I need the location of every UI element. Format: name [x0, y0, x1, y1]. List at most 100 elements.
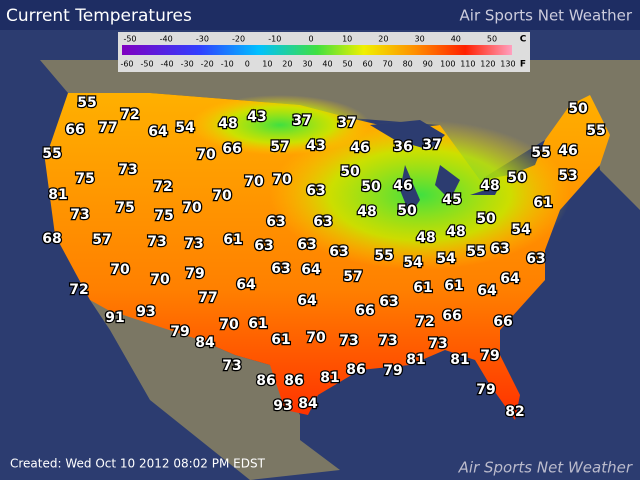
- temperature: 63: [490, 241, 509, 257]
- temperature: 73: [147, 234, 166, 250]
- unit-f: F: [520, 60, 526, 70]
- temperature: 79: [185, 266, 204, 282]
- celsius-tick: 50: [487, 35, 497, 44]
- temperature: 63: [313, 214, 332, 230]
- temperature: 50: [361, 179, 381, 195]
- watermark: Air Sports Net Weather: [458, 459, 633, 477]
- temperature: 81: [320, 370, 339, 386]
- temperature: 54: [511, 222, 531, 238]
- temperature: 72: [69, 282, 88, 298]
- temperature: 73: [184, 236, 203, 252]
- temperature: 50: [476, 211, 496, 227]
- fahrenheit-tick: -20: [201, 60, 214, 69]
- mexico: [90, 300, 340, 480]
- temperature: 48: [357, 204, 376, 220]
- temperature: 70: [110, 262, 130, 278]
- temperature: 66: [355, 303, 374, 319]
- temperature: 73: [378, 333, 397, 349]
- temperature: 48: [218, 116, 237, 132]
- temperature: 86: [284, 373, 303, 389]
- temperature: 81: [48, 187, 67, 203]
- temperature: 46: [393, 178, 412, 194]
- title: Current Temperatures: [6, 6, 192, 26]
- temperature: 66: [222, 141, 241, 157]
- temperature: 70: [306, 330, 326, 346]
- fahrenheit-tick: 20: [282, 60, 292, 69]
- temperature: 61: [444, 278, 463, 294]
- temperature: 73: [222, 358, 241, 374]
- brand: Air Sports Net Weather: [460, 7, 633, 25]
- temperature: 72: [415, 314, 434, 330]
- fahrenheit-tick: 40: [322, 60, 332, 69]
- temperature: 61: [248, 316, 267, 332]
- celsius-tick: -10: [268, 35, 281, 44]
- temperature: 64: [500, 271, 520, 287]
- fahrenheit-tick: -50: [141, 60, 154, 69]
- temperature: 43: [306, 138, 325, 154]
- celsius-tick: -30: [196, 35, 209, 44]
- temperature: 55: [531, 145, 550, 161]
- temperature: 84: [195, 335, 215, 351]
- temperature: 48: [446, 224, 465, 240]
- celsius-tick: -20: [232, 35, 245, 44]
- temperature: 64: [301, 262, 321, 278]
- temperature: 46: [350, 140, 369, 156]
- temperature: 70: [212, 188, 232, 204]
- fahrenheit-tick: 80: [403, 60, 413, 69]
- temperature: 66: [65, 122, 84, 138]
- celsius-tick: 0: [308, 35, 313, 44]
- temperature: 64: [297, 293, 317, 309]
- great-lakes: [370, 120, 500, 215]
- temperature: 77: [198, 290, 217, 306]
- temperature: 63: [297, 237, 316, 253]
- temperature: 86: [256, 373, 275, 389]
- fahrenheit-tick: 0: [245, 60, 250, 69]
- temperature: 57: [343, 269, 362, 285]
- temperature: 63: [271, 261, 290, 277]
- temperature: 68: [42, 231, 61, 247]
- fahrenheit-tick: -30: [181, 60, 194, 69]
- created: Created: Wed Oct 10 2012 08:02 PM EDST: [10, 457, 266, 471]
- temperature: 81: [450, 352, 469, 368]
- temperature: 70: [182, 200, 202, 216]
- fahrenheit-tick: 70: [383, 60, 393, 69]
- temperature: 37: [337, 115, 356, 131]
- fahrenheit-tick: 130: [500, 60, 515, 69]
- temperature: 73: [428, 336, 447, 352]
- fahrenheit-tick: 30: [302, 60, 312, 69]
- fahrenheit-tick: 50: [342, 60, 352, 69]
- temperature: 81: [406, 352, 425, 368]
- temperature: 70: [272, 172, 292, 188]
- temperature: 73: [118, 162, 137, 178]
- temperature: 75: [115, 200, 134, 216]
- celsius-tick: -50: [123, 35, 136, 44]
- temperature: 73: [70, 207, 89, 223]
- temperature: 79: [170, 324, 189, 340]
- temperature: 93: [136, 304, 155, 320]
- legend-gradient: [122, 45, 512, 55]
- temperature: 57: [92, 232, 111, 248]
- temperature: 50: [397, 203, 417, 219]
- temperature: 86: [346, 362, 365, 378]
- temperature: 75: [75, 171, 94, 187]
- temperature: 61: [413, 280, 432, 296]
- temperature: 48: [480, 178, 499, 194]
- temperature: 93: [273, 398, 292, 414]
- temperature: 82: [505, 404, 524, 420]
- temperature: 64: [236, 277, 256, 293]
- fahrenheit-tick: -10: [221, 60, 234, 69]
- temperature: 79: [480, 348, 499, 364]
- temperature: 61: [533, 195, 552, 211]
- temperature: 63: [526, 251, 545, 267]
- temperature: 63: [254, 238, 273, 254]
- temperature: 72: [153, 179, 172, 195]
- temperature: 37: [422, 137, 441, 153]
- temperature: 43: [247, 109, 266, 125]
- celsius-tick: 30: [415, 35, 425, 44]
- temperature: 36: [393, 139, 412, 155]
- temperature: 54: [403, 255, 423, 271]
- temperature: 75: [154, 208, 173, 224]
- temperature: 84: [298, 396, 318, 412]
- fahrenheit-tick: 10: [262, 60, 272, 69]
